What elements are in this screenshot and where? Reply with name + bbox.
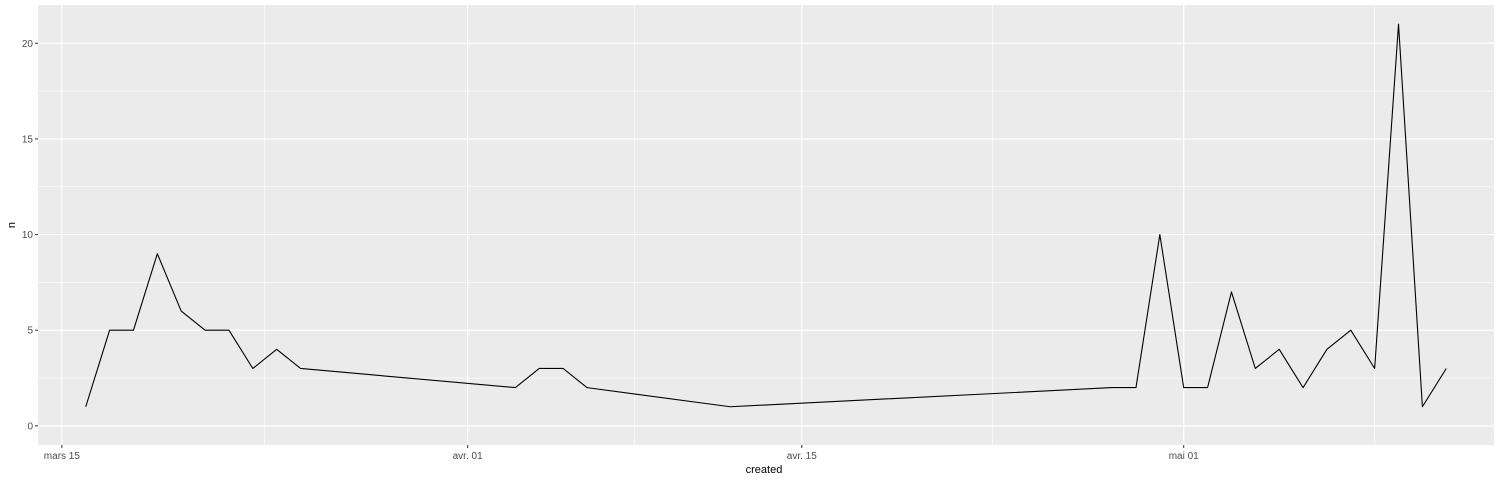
y-axis-title: n <box>6 222 18 228</box>
major-gridlines <box>38 5 1494 445</box>
series-layer <box>85 23 1447 408</box>
y-tick-label: 15 <box>22 134 34 145</box>
y-tick-label: 10 <box>22 230 34 241</box>
x-tick-label: avr. 01 <box>453 451 483 462</box>
plot-panel <box>38 5 1494 445</box>
y-tick-label: 20 <box>22 39 34 50</box>
x-tick-label: mars 15 <box>44 451 81 462</box>
axis-ticks <box>35 42 1185 448</box>
x-tick-label: avr. 15 <box>787 451 817 462</box>
x-axis-title: created <box>746 464 783 476</box>
y-tick-label: 5 <box>27 326 33 337</box>
y-tick-label: 0 <box>27 421 33 432</box>
series-line <box>85 23 1447 408</box>
axis-tick-labels: 0 5 10 15 20 mars 15 avr. 01 avr. 15 mai 01 <box>22 39 1199 462</box>
minor-gridlines <box>38 5 1494 445</box>
x-tick-label: mai 01 <box>1169 451 1199 462</box>
